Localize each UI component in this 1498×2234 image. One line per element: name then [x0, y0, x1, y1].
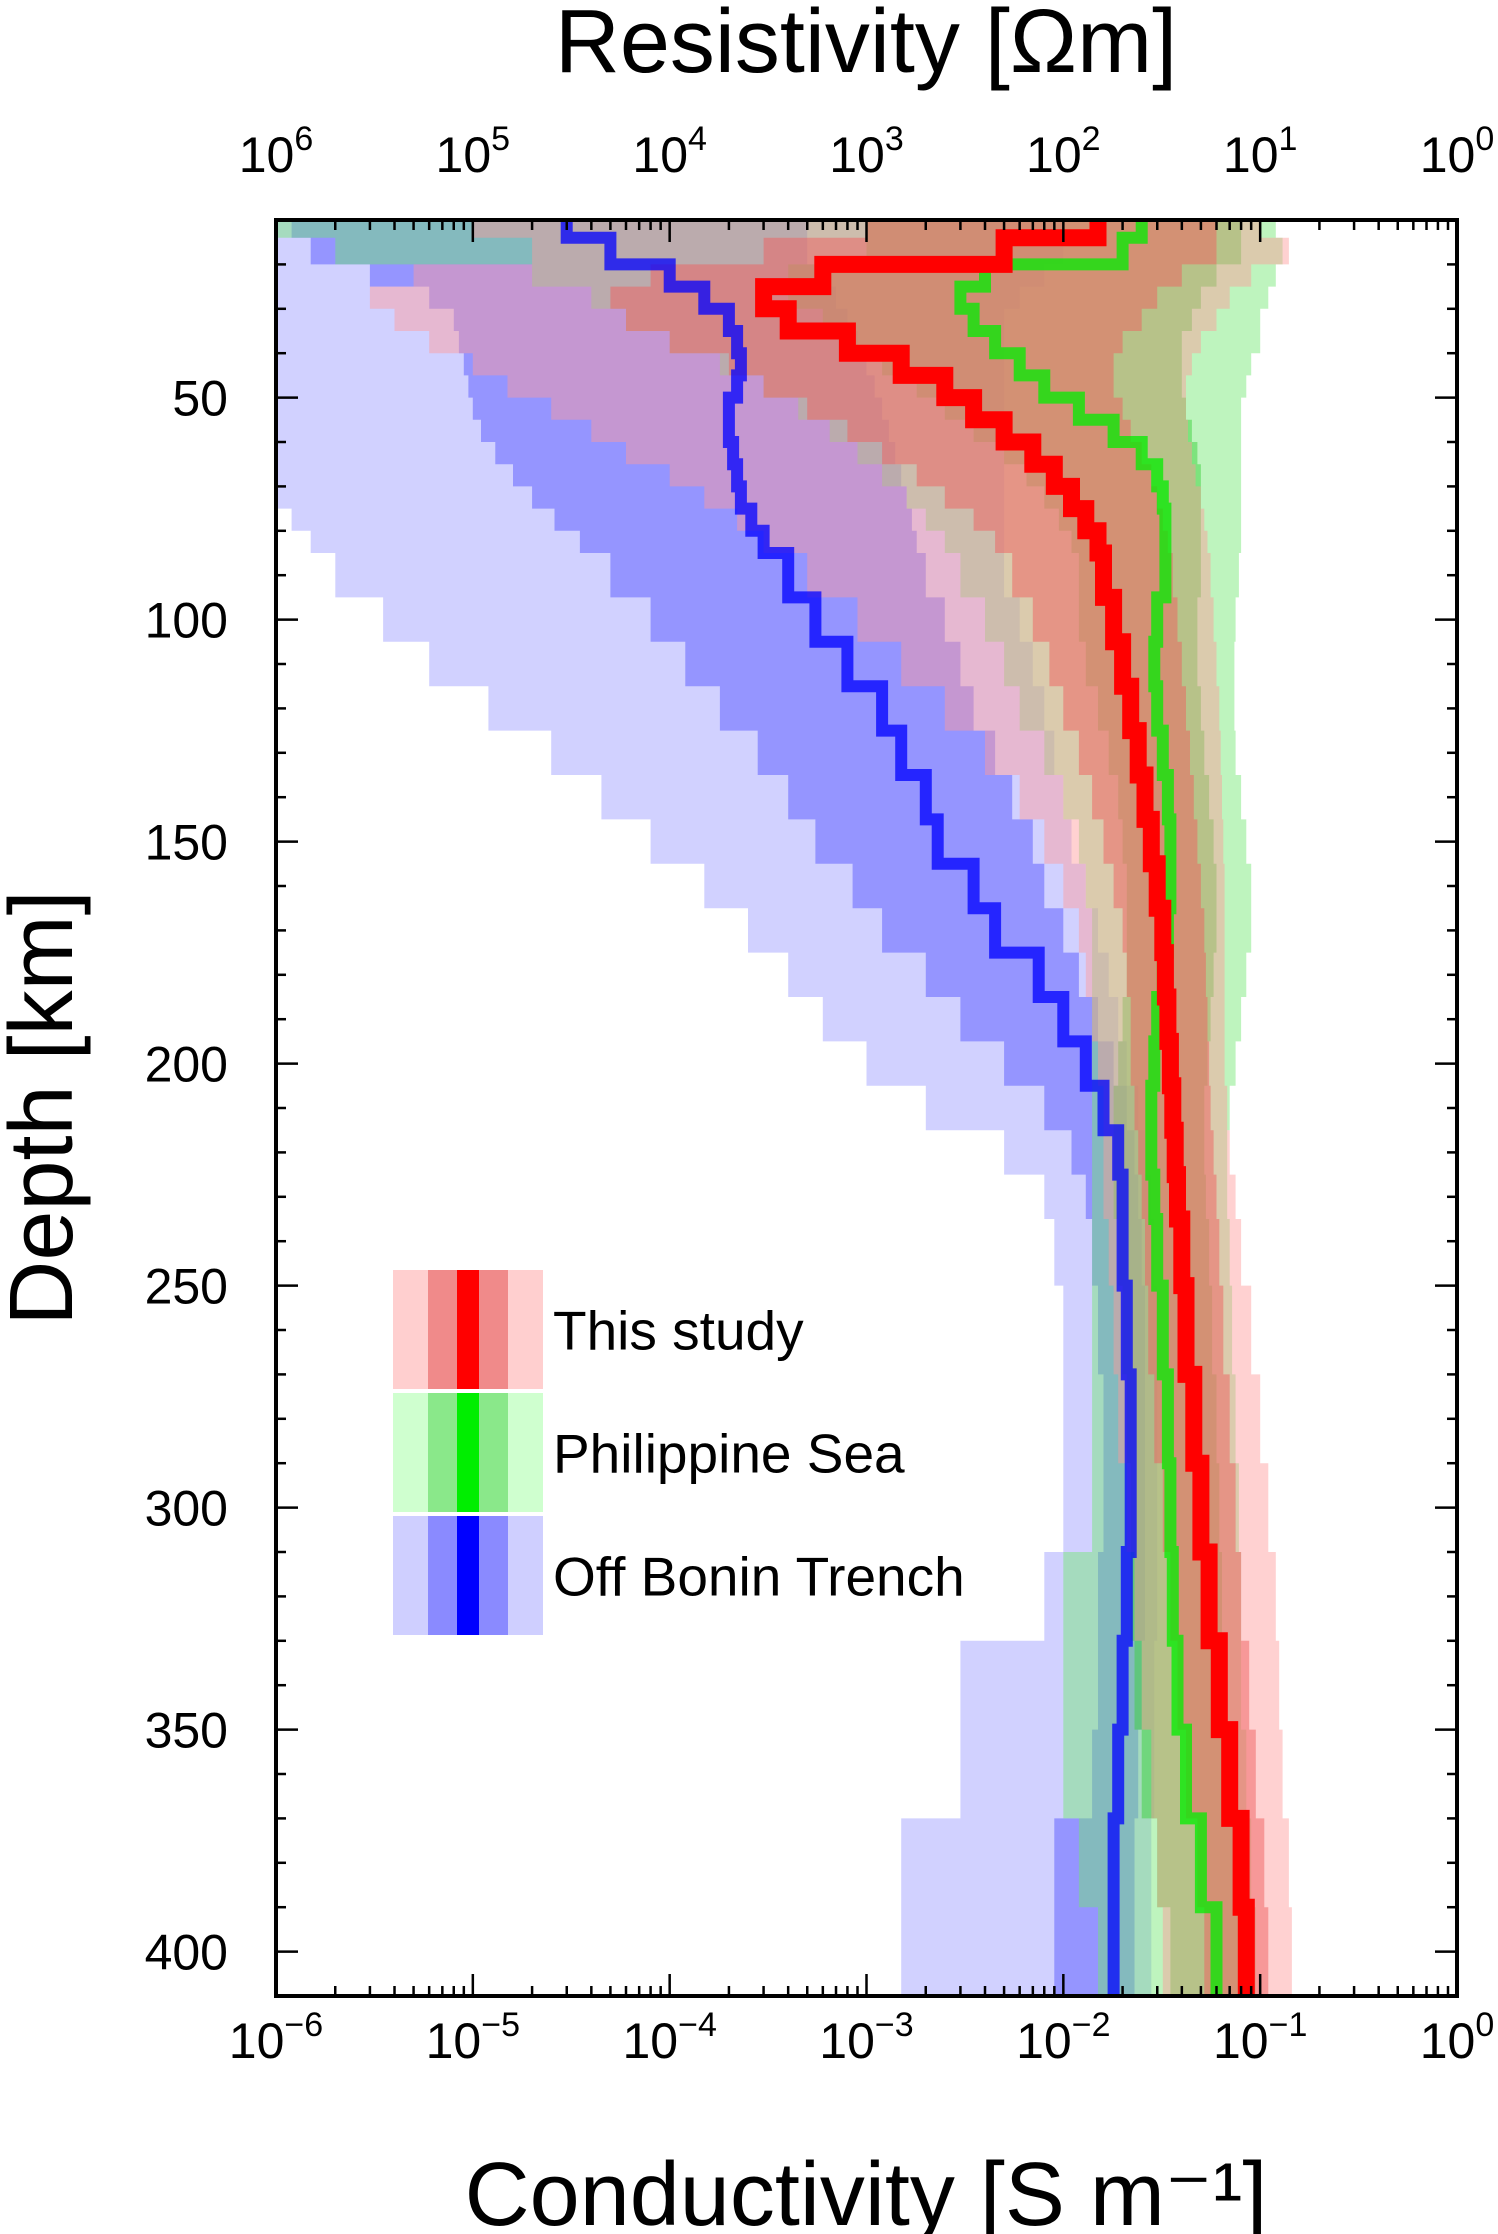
- legend-philippine-sea-label: Philippine Sea: [553, 1423, 905, 1485]
- legend-philippine-sea-line-swatch: [457, 1393, 479, 1512]
- depth-tick-label: 200: [145, 1037, 228, 1093]
- this-study-median-line: [755, 220, 1255, 1996]
- top-tick-label: 101: [1223, 120, 1298, 183]
- top-tick-label: 105: [436, 120, 511, 183]
- legend-this-study-label: This study: [553, 1300, 804, 1362]
- bottom-tick-label-base: 10: [426, 2013, 482, 2069]
- top-tick-label-base: 10: [1223, 127, 1279, 183]
- median-lines: [560, 220, 1255, 1996]
- top-tick-label-exponent: 3: [885, 120, 904, 158]
- top-tick-label-base: 10: [1026, 127, 1082, 183]
- depth-axis-title: Depth [km]: [0, 890, 92, 1325]
- bottom-tick-label: 100: [1420, 2006, 1495, 2069]
- depth-tick-label: 250: [145, 1259, 228, 1315]
- bottom-tick-label-exponent: −1: [1269, 2006, 1308, 2044]
- top-tick-label: 100: [1420, 120, 1495, 183]
- bottom-tick-label-base: 10: [1213, 2013, 1269, 2069]
- top-tick-label-base: 10: [632, 127, 688, 183]
- top-tick-label: 102: [1026, 120, 1101, 183]
- top-tick-label-base: 10: [436, 127, 492, 183]
- top-axis-title: Resistivity [Ωm]: [555, 0, 1177, 92]
- top-tick-label-exponent: 0: [1475, 120, 1494, 158]
- top-tick-label-base: 10: [1420, 127, 1476, 183]
- top-tick-label-exponent: 4: [688, 120, 707, 158]
- top-tick-label-exponent: 6: [294, 120, 313, 158]
- bottom-tick-label-base: 10: [819, 2013, 875, 2069]
- depth-tick-label: 150: [145, 815, 228, 871]
- bottom-tick-label-base: 10: [1420, 2013, 1476, 2069]
- bottom-tick-label-exponent: −4: [678, 2006, 717, 2044]
- philippine-sea-median-line: [954, 220, 1223, 1996]
- top-tick-label: 103: [829, 120, 904, 183]
- bottom-tick-label-exponent: 0: [1475, 2006, 1494, 2044]
- bottom-tick-label-exponent: −3: [875, 2006, 914, 2044]
- depth-tick-label: 350: [145, 1703, 228, 1759]
- this-study-inner-band: [610, 220, 1269, 1996]
- depth-tick-label: 300: [145, 1481, 228, 1537]
- bottom-axis-title: Conductivity [S m⁻¹]: [465, 2145, 1268, 2234]
- off-bonin-trench-median-line: [560, 220, 1137, 1996]
- depth-tick-label: 100: [145, 593, 228, 649]
- top-tick-label-exponent: 1: [1279, 120, 1298, 158]
- depth-tick-label: 400: [145, 1925, 228, 1981]
- bottom-tick-label: 10−6: [229, 2006, 323, 2069]
- top-tick-label-exponent: 5: [491, 120, 510, 158]
- legend-this-study-line-swatch: [457, 1270, 479, 1389]
- bottom-tick-label: 10−2: [1016, 2006, 1110, 2069]
- bottom-tick-label: 10−1: [1213, 2006, 1307, 2069]
- bottom-tick-label-base: 10: [622, 2013, 678, 2069]
- legend-off-bonin-trench-line-swatch: [457, 1516, 479, 1635]
- philippine-sea-outer-band: [276, 220, 1283, 1996]
- bottom-tick-label-exponent: −2: [1072, 2006, 1111, 2044]
- top-tick-label: 104: [632, 120, 707, 183]
- top-tick-label-exponent: 2: [1082, 120, 1101, 158]
- bottom-tick-label-base: 10: [1016, 2013, 1072, 2069]
- top-tick-label-base: 10: [239, 127, 295, 183]
- top-tick-label: 106: [239, 120, 314, 183]
- legend-off-bonin-trench-label: Off Bonin Trench: [553, 1546, 965, 1608]
- bottom-tick-label-exponent: −6: [284, 2006, 323, 2044]
- top-tick-label-base: 10: [829, 127, 885, 183]
- depth-tick-label: 50: [172, 371, 228, 427]
- bottom-tick-label: 10−3: [819, 2006, 913, 2069]
- bottom-tick-label-base: 10: [229, 2013, 285, 2069]
- axis-ticks: [274, 218, 1457, 1998]
- bottom-tick-label-exponent: −5: [481, 2006, 520, 2044]
- bottom-tick-label: 10−4: [622, 2006, 716, 2069]
- legend: This study Philippine Sea Off Bonin Trench: [393, 1270, 965, 1635]
- bottom-tick-label: 10−5: [426, 2006, 520, 2069]
- off-bonin-trench-inner-band: [291, 220, 1146, 1996]
